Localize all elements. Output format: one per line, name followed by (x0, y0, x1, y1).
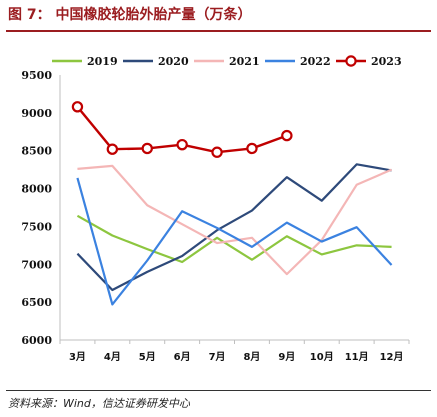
data-point (141, 142, 153, 155)
y-tick-label: 8500 (21, 145, 52, 158)
y-tick-label: 9500 (21, 69, 52, 82)
series-line (77, 164, 392, 276)
title-rule (6, 30, 431, 32)
legend-label: 2022 (300, 55, 331, 68)
y-tick-label: 6500 (21, 296, 52, 309)
x-tick-label: 10月 (310, 351, 334, 363)
data-point (246, 142, 258, 155)
chart-axes: 6000 6500 7000 7500 8000 8500 9000 9500 3月 4月 5月 6月… (21, 69, 410, 363)
legend-label: 2020 (158, 55, 189, 68)
x-tick-label: 9月 (278, 351, 295, 363)
series-2022 (76, 177, 393, 306)
x-tick-label: 5月 (139, 351, 156, 363)
data-point (106, 143, 119, 155)
x-tick-label: 12月 (380, 351, 404, 363)
x-tick-label: 3月 (69, 351, 86, 363)
x-tick-label: 4月 (104, 351, 121, 363)
series-line (76, 163, 392, 292)
series-2021 (77, 164, 392, 276)
y-tick-label: 7500 (21, 220, 52, 233)
y-tick-label: 7000 (21, 258, 52, 271)
source-note: 资料来源：Wind，信达证券研发中心 (8, 397, 190, 410)
x-tick-label: 7月 (209, 351, 226, 363)
legend-label: 2019 (87, 55, 118, 68)
line-chart: 6000 6500 7000 7500 8000 8500 9000 9500 3月 4月 5月 6月… (21, 55, 410, 363)
series-line (76, 214, 392, 264)
data-point (176, 138, 188, 151)
series-2020 (76, 163, 392, 292)
data-point (211, 146, 223, 158)
x-tick-label: 8月 (243, 351, 260, 363)
legend-label: 2023 (371, 55, 402, 68)
series-line (76, 177, 393, 306)
y-tick-label: 6000 (21, 334, 52, 347)
legend-marker (345, 55, 357, 67)
legend: 2019 2020 2021 2022 2023 (52, 55, 402, 68)
legend-item-2022: 2022 (265, 55, 331, 68)
y-tick-label: 8000 (21, 183, 52, 196)
y-tick-label: 9000 (21, 107, 52, 120)
data-point (281, 129, 293, 142)
legend-item-2020: 2020 (123, 55, 189, 68)
legend-item-2021: 2021 (194, 55, 260, 68)
figure-title: 图 7： 中国橡胶轮胎外胎产量（万条） (8, 7, 252, 23)
legend-item-2019: 2019 (52, 55, 118, 68)
x-tick-label: 6月 (174, 351, 191, 363)
data-point (71, 101, 84, 113)
series-2023 (71, 101, 293, 158)
legend-label: 2021 (229, 55, 260, 68)
source-rule (6, 390, 431, 391)
legend-item-2023: 2023 (336, 55, 402, 68)
series-2019 (76, 214, 392, 264)
x-tick-label: 11月 (345, 351, 369, 363)
series-layer (71, 101, 393, 306)
